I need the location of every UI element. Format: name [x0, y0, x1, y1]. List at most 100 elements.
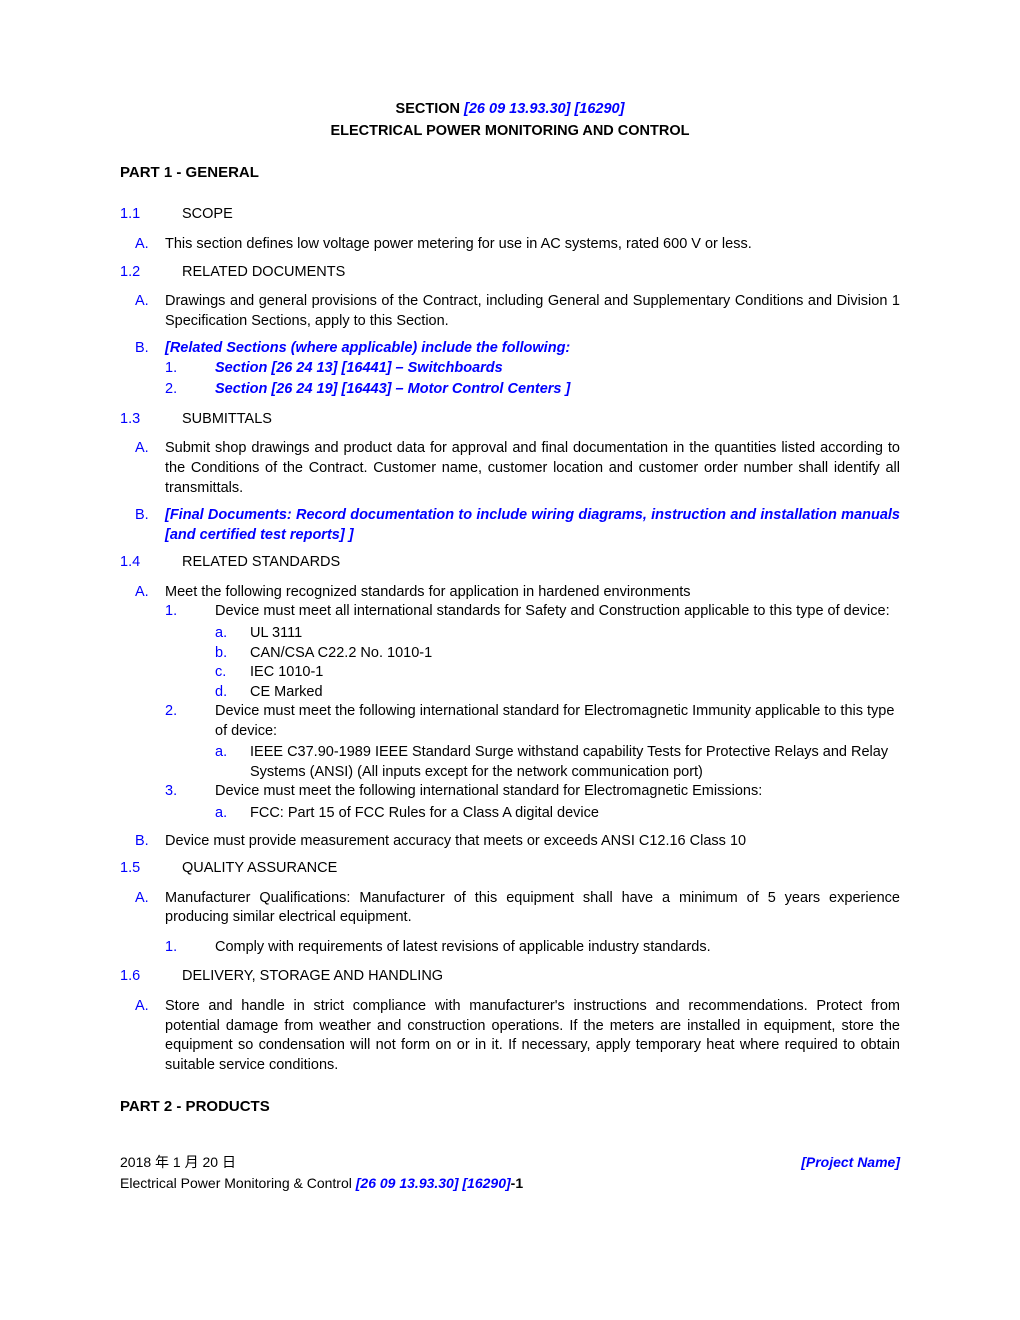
section-heading: RELATED STANDARDS — [182, 553, 900, 573]
sub-marker: A. — [120, 583, 165, 824]
sub-marker: A. — [120, 235, 165, 255]
section-1-6: 1.6 DELIVERY, STORAGE AND HANDLING — [120, 967, 900, 987]
nested-text: Section [26 24 19] [16443] – Motor Contr… — [215, 380, 570, 400]
nested-a2: 2. Device must meet the following intern… — [165, 702, 900, 741]
item-body: Meet the following recognized standards … — [165, 583, 900, 824]
sub-marker-b: b. — [215, 644, 250, 664]
item-text: Meet the following recognized standards … — [165, 583, 900, 603]
footer-date: 2018 年 1 月 20 日 — [120, 1153, 523, 1172]
sub-a2a: a.IEEE C37.90-1989 IEEE Standard Surge w… — [165, 743, 900, 782]
nested-a1: 1. Comply with requirements of latest re… — [165, 938, 900, 958]
item-1-6-a: A. Store and handle in strict compliance… — [120, 997, 900, 1075]
item-1-4-b: B. Device must provide measurement accur… — [120, 832, 900, 852]
item-text: [Related Sections (where applicable) inc… — [165, 339, 900, 359]
sub-marker: A. — [120, 292, 165, 331]
sub-c: c.IEC 1010-1 — [165, 663, 900, 683]
part-1-heading: PART 1 - GENERAL — [120, 163, 900, 183]
section-heading: QUALITY ASSURANCE — [182, 859, 900, 879]
section-1-4: 1.4 RELATED STANDARDS — [120, 553, 900, 573]
section-1-3: 1.3 SUBMITTALS — [120, 410, 900, 430]
footer-prefix: Electrical Power Monitoring & Control — [120, 1175, 356, 1191]
num-marker: 1.4 — [120, 553, 182, 573]
nested-1: 1. Section [26 24 13] [16441] – Switchbo… — [165, 359, 900, 379]
nested-marker: 2. — [165, 380, 215, 400]
section-code: [26 09 13.93.30] [16290] — [464, 101, 624, 117]
nested-text: Comply with requirements of latest revis… — [215, 938, 711, 958]
sub-a: a.UL 3111 — [165, 624, 900, 644]
section-header: SECTION [26 09 13.93.30] [16290] ELECTRI… — [120, 100, 900, 141]
nested-marker: 1. — [165, 602, 215, 622]
item-text: Device must provide measurement accuracy… — [165, 832, 900, 852]
sub-text: UL 3111 — [250, 624, 302, 644]
section-1-1: 1.1 SCOPE — [120, 205, 900, 225]
section-heading: DELIVERY, STORAGE AND HANDLING — [182, 967, 900, 987]
item-text: Manufacturer Qualifications: Manufacture… — [165, 889, 900, 928]
nested-2: 2. Section [26 24 19] [16443] – Motor Co… — [165, 380, 900, 400]
nested-text: Device must meet all international stand… — [215, 602, 890, 622]
footer-right: [Project Name] — [801, 1153, 900, 1193]
num-marker: 1.6 — [120, 967, 182, 987]
sub-marker-a: a. — [215, 804, 250, 824]
item-body: Manufacturer Qualifications: Manufacture… — [165, 889, 900, 960]
section-1-5: 1.5 QUALITY ASSURANCE — [120, 859, 900, 879]
num-marker: 1.3 — [120, 410, 182, 430]
sub-d: d.CE Marked — [165, 683, 900, 703]
sub-marker: A. — [120, 889, 165, 960]
sub-text: CE Marked — [250, 683, 323, 703]
item-text: Submit shop drawings and product data fo… — [165, 439, 900, 498]
nested-marker: 1. — [165, 359, 215, 379]
nested-marker: 3. — [165, 782, 215, 802]
item-1-3-b: B. [Final Documents: Record documentatio… — [120, 506, 900, 545]
section-heading: RELATED DOCUMENTS — [182, 263, 900, 283]
sub-a3a: a.FCC: Part 15 of FCC Rules for a Class … — [165, 804, 900, 824]
item-text: Store and handle in strict compliance wi… — [165, 997, 900, 1075]
sub-marker: A. — [120, 439, 165, 498]
item-1-1-a: A. This section defines low voltage powe… — [120, 235, 900, 255]
nested-marker: 1. — [165, 938, 215, 958]
sub-marker: A. — [120, 997, 165, 1075]
item-1-3-a: A. Submit shop drawings and product data… — [120, 439, 900, 498]
section-title: ELECTRICAL POWER MONITORING AND CONTROL — [120, 122, 900, 142]
item-1-2-b: B. [Related Sections (where applicable) … — [120, 339, 900, 402]
section-heading: SUBMITTALS — [182, 410, 900, 430]
nested-text: Device must meet the following internati… — [215, 702, 900, 741]
nested-marker: 2. — [165, 702, 215, 741]
item-1-5-a: A. Manufacturer Qualifications: Manufact… — [120, 889, 900, 960]
nested-text: Device must meet the following internati… — [215, 782, 762, 802]
section-heading: SCOPE — [182, 205, 900, 225]
item-body: [Related Sections (where applicable) inc… — [165, 339, 900, 402]
sub-b: b.CAN/CSA C22.2 No. 1010-1 — [165, 644, 900, 664]
sub-text: IEC 1010-1 — [250, 663, 323, 683]
footer-left: 2018 年 1 月 20 日 Electrical Power Monitor… — [120, 1153, 523, 1193]
sub-text: CAN/CSA C22.2 No. 1010-1 — [250, 644, 432, 664]
sub-text: FCC: Part 15 of FCC Rules for a Class A … — [250, 804, 599, 824]
sub-marker: B. — [120, 832, 165, 852]
sub-marker-a: a. — [215, 743, 250, 782]
sub-marker: B. — [120, 506, 165, 545]
item-text: Drawings and general provisions of the C… — [165, 292, 900, 331]
item-1-4-a: A. Meet the following recognized standar… — [120, 583, 900, 824]
nested-a3: 3. Device must meet the following intern… — [165, 782, 900, 802]
sub-marker-d: d. — [215, 683, 250, 703]
nested-text: Section [26 24 13] [16441] – Switchboard… — [215, 359, 503, 379]
footer-code: [26 09 13.93.30] [16290] — [356, 1175, 511, 1191]
sub-marker: B. — [120, 339, 165, 402]
part-2-heading: PART 2 - PRODUCTS — [120, 1097, 900, 1117]
footer-suffix: -1 — [511, 1175, 523, 1191]
footer-line2: Electrical Power Monitoring & Control [2… — [120, 1174, 523, 1193]
sub-marker-a: a. — [215, 624, 250, 644]
page-footer: 2018 年 1 月 20 日 Electrical Power Monitor… — [120, 1153, 900, 1193]
section-line-1: SECTION [26 09 13.93.30] [16290] — [120, 100, 900, 120]
item-1-2-a: A. Drawings and general provisions of th… — [120, 292, 900, 331]
item-text: This section defines low voltage power m… — [165, 235, 900, 255]
num-marker: 1.5 — [120, 859, 182, 879]
section-prefix: SECTION — [396, 101, 464, 117]
nested-a1: 1. Device must meet all international st… — [165, 602, 900, 622]
num-marker: 1.1 — [120, 205, 182, 225]
project-name: [Project Name] — [801, 1153, 900, 1172]
section-1-2: 1.2 RELATED DOCUMENTS — [120, 263, 900, 283]
num-marker: 1.2 — [120, 263, 182, 283]
sub-marker-c: c. — [215, 663, 250, 683]
sub-text: IEEE C37.90-1989 IEEE Standard Surge wit… — [250, 743, 900, 782]
item-text: [Final Documents: Record documentation t… — [165, 506, 900, 545]
